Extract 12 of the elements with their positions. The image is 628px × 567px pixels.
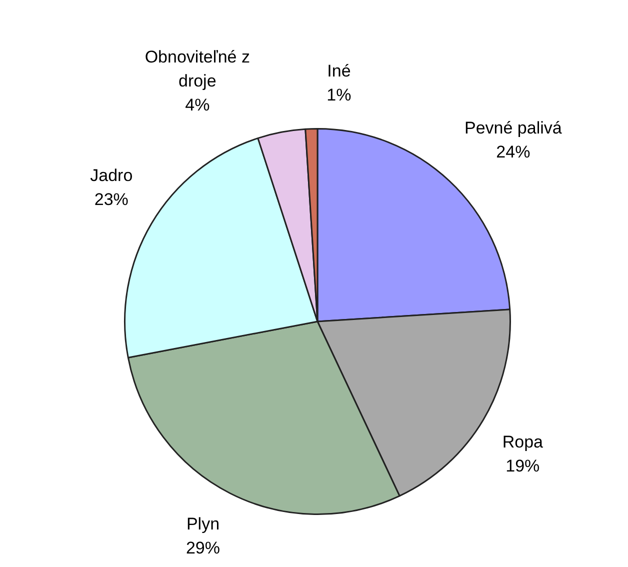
- slice-label: Pevné palivá: [464, 118, 562, 138]
- slice-label: Iné: [327, 62, 351, 81]
- data-label: 4%: [185, 95, 210, 114]
- slice-label: Plyn: [186, 514, 220, 534]
- data-label: 1%: [326, 86, 352, 105]
- data-label: 19%: [506, 456, 540, 476]
- slice-label: Jadro: [90, 166, 133, 185]
- slice-label: Ropa: [502, 432, 544, 452]
- data-label: 24%: [496, 142, 530, 162]
- data-label: 23%: [94, 190, 128, 209]
- data-label: 29%: [186, 538, 220, 558]
- slice-label: Obnoviteľné z droje: [144, 47, 250, 90]
